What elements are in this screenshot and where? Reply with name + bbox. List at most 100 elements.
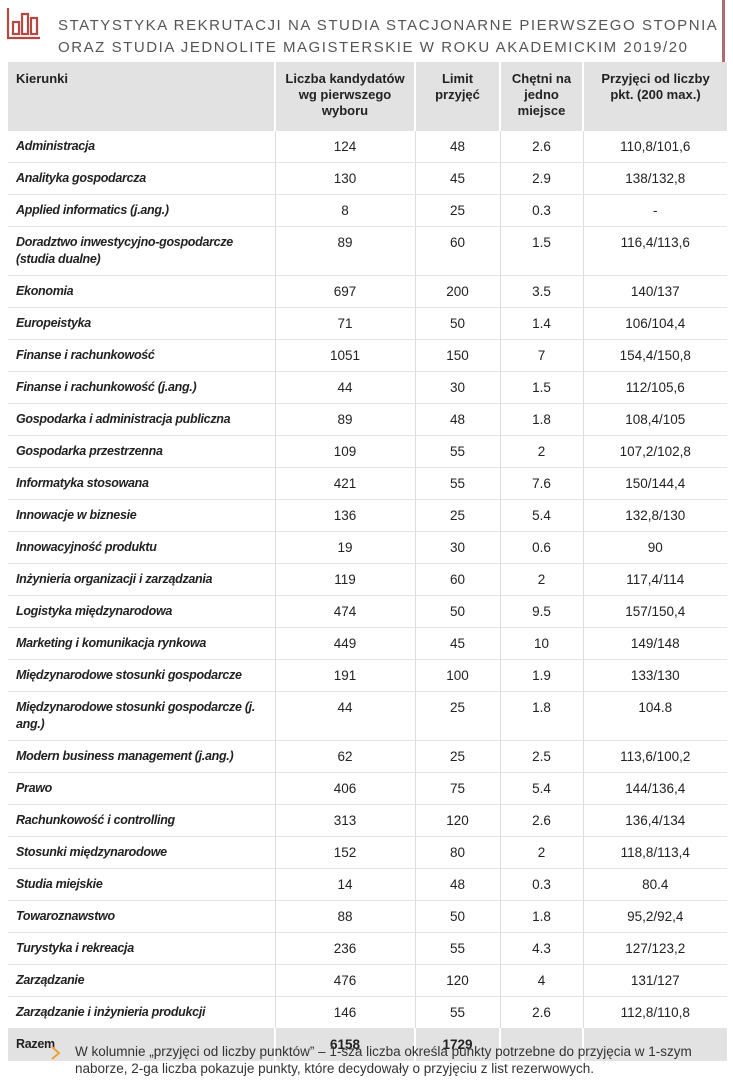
table-cell: Prawo [8, 772, 275, 805]
table-cell: 60 [414, 563, 500, 596]
table-cell: 5.4 [499, 772, 583, 805]
table-row: Informatyka stosowana 421 55 7.6 150/144,4 [8, 467, 727, 500]
table-cell: 697 [274, 275, 415, 308]
header: STATYSTYKA REKRUTACJI NA STUDIA STACJONA… [0, 0, 733, 62]
table-cell: 95,2/92,4 [582, 900, 727, 933]
table-cell: 2.5 [499, 740, 583, 773]
table-cell: Innowacje w biznesie [8, 499, 275, 532]
table-cell: Gospodarka przestrzenna [8, 435, 275, 468]
table-cell: 132,8/130 [582, 499, 727, 532]
table-cell: Europeistyka [8, 307, 275, 340]
column-header: Liczba kandydatów wg pierwszego wyboru [274, 62, 415, 131]
table-cell: 5.4 [499, 499, 583, 532]
table-cell: 55 [414, 996, 500, 1029]
table-row: Zarządzanie i inżynieria produkcji 146 55 2… [8, 996, 727, 1029]
table-cell: 1.8 [499, 900, 583, 933]
table-cell: 104.8 [582, 691, 727, 741]
table-cell: 406 [274, 772, 415, 805]
table-cell: 152 [274, 836, 415, 869]
table-cell: 9.5 [499, 595, 583, 628]
table-cell: 149/148 [582, 627, 727, 660]
table-row: Stosunki międzynarodowe 152 80 2 118,8/113,4 [8, 836, 727, 869]
table-cell [582, 1028, 727, 1061]
table-row: Studia miejskie 14 48 0.3 80.4 [8, 868, 727, 901]
table-cell: 236 [274, 932, 415, 965]
table-row: Ekonomia 697 200 3.5 140/137 [8, 275, 727, 308]
table-cell: Finanse i rachunkowość [8, 339, 275, 372]
table-cell: 200 [414, 275, 500, 308]
table-cell: 2.9 [499, 162, 583, 195]
table-cell: 146 [274, 996, 415, 1029]
table-cell: 25 [414, 740, 500, 773]
table-cell: 89 [274, 226, 415, 276]
table-row: Gospodarka przestrzenna 109 55 2 107,2/102,8 [8, 435, 727, 468]
table-cell: 48 [414, 131, 500, 163]
table-cell: 88 [274, 900, 415, 933]
table-cell: 191 [274, 659, 415, 692]
table-cell: 127/123,2 [582, 932, 727, 965]
table-row: Gospodarka i administracja publiczna 89 48… [8, 403, 727, 436]
table-cell: 0.3 [499, 194, 583, 227]
table-cell: 48 [414, 868, 500, 901]
total-row: Razem 6158 1729 [8, 1028, 727, 1061]
title-line: ORAZ STUDIA JEDNOLITE MAGISTERSKIE W ROK… [58, 39, 689, 56]
table-cell: 2 [499, 435, 583, 468]
table-cell: Applied informatics (j.ang.) [8, 194, 275, 227]
table-cell: Innowacyjność produktu [8, 531, 275, 564]
table-cell: 136 [274, 499, 415, 532]
table-cell: 0.6 [499, 531, 583, 564]
table-cell: Informatyka stosowana [8, 467, 275, 500]
table-cell: Administracja [8, 131, 275, 163]
table-cell: 154,4/150,8 [582, 339, 727, 372]
table-cell: 313 [274, 804, 415, 837]
table-cell: 109 [274, 435, 415, 468]
table-row: Administracja 124 48 2.6 110,8/101,6 [8, 131, 727, 163]
table-cell: 3.5 [499, 275, 583, 308]
table-cell: 106/104,4 [582, 307, 727, 340]
table-cell: 25 [414, 194, 500, 227]
table-cell: 44 [274, 371, 415, 404]
table-cell: 120 [414, 964, 500, 997]
table-cell: 474 [274, 595, 415, 628]
table-cell: 140/137 [582, 275, 727, 308]
table-cell: Gospodarka i administracja publiczna [8, 403, 275, 436]
table-row: Towaroznawstwo 88 50 1.8 95,2/92,4 [8, 900, 727, 933]
table-cell: 1.5 [499, 371, 583, 404]
table-cell: 1051 [274, 339, 415, 372]
table-cell: 10 [499, 627, 583, 660]
table: Kierunki Liczba kandydatów wg pierwszego … [8, 62, 727, 1061]
table-cell: 50 [414, 595, 500, 628]
table-cell: 50 [414, 900, 500, 933]
table-row: Inżynieria organizacji i zarządzania 119 6… [8, 563, 727, 596]
table-row: Finanse i rachunkowość (j.ang.) 44 30 1.5 11… [8, 371, 727, 404]
table-cell: 55 [414, 435, 500, 468]
table-row: Innowacyjność produktu 19 30 0.6 90 [8, 531, 727, 564]
table-cell: 150/144,4 [582, 467, 727, 500]
column-header: Kierunki [8, 62, 275, 131]
table-row: Turystyka i rekreacja 236 55 4.3 127/123,2 [8, 932, 727, 965]
footnote: W kolumnie „przyjęci od liczby punktów” … [75, 1044, 692, 1076]
table-cell: Analityka gospodarcza [8, 162, 275, 195]
table-cell: 90 [582, 531, 727, 564]
table-cell: 138/132,8 [582, 162, 727, 195]
table-cell: Stosunki międzynarodowe [8, 836, 275, 869]
table-cell: 48 [414, 403, 500, 436]
table-cell: 120 [414, 804, 500, 837]
table-cell: 100 [414, 659, 500, 692]
chevron-icon [51, 1046, 61, 1060]
table-cell: 80.4 [582, 868, 727, 901]
table-cell: Rachunkowość i controlling [8, 804, 275, 837]
table-cell: 2.6 [499, 131, 583, 163]
table-cell: 30 [414, 371, 500, 404]
table-cell: 55 [414, 932, 500, 965]
table-row: Międzynarodowe stosunki gospodarcze 191 10… [8, 659, 727, 692]
table-cell: - [582, 194, 727, 227]
title-line: STATYSTYKA REKRUTACJI NA STUDIA STACJONA… [58, 17, 719, 34]
table-row: Zarządzanie 476 120 4 131/127 [8, 964, 727, 997]
table-cell: 113,6/100,2 [582, 740, 727, 773]
table-cell: 25 [414, 691, 500, 741]
table-row: Prawo 406 75 5.4 144/136,4 [8, 772, 727, 805]
table-cell: 60 [414, 226, 500, 276]
column-header: Chętni na jedno miejsce [499, 62, 583, 131]
